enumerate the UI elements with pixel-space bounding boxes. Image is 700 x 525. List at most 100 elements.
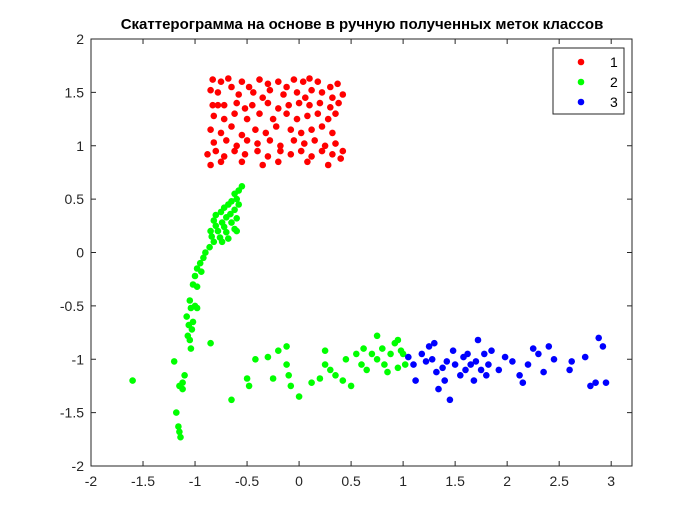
data-point: [540, 368, 547, 376]
data-point: [295, 99, 303, 107]
data-point: [324, 161, 332, 169]
legend-marker: [577, 58, 585, 66]
data-point: [477, 366, 485, 374]
data-point: [314, 110, 322, 117]
data-point: [207, 161, 214, 169]
x-axis: -2 -1.5 -1 -0.5 0 0.5 1 1.5 2 2.5 3: [85, 39, 615, 489]
data-point: [176, 428, 183, 436]
data-point: [293, 89, 301, 96]
y-tick-label: -1.5: [60, 405, 84, 421]
data-point: [311, 137, 319, 144]
data-point: [129, 377, 136, 384]
data-point: [220, 101, 228, 109]
data-point: [509, 358, 516, 365]
legend-box: [552, 47, 625, 115]
data-point: [183, 313, 190, 320]
data-point: [277, 147, 284, 155]
data-point: [241, 151, 249, 158]
legend-marker: [577, 98, 585, 106]
data-point: [269, 115, 277, 123]
data-point: [228, 219, 235, 226]
data-point: [179, 385, 186, 393]
data-point: [384, 368, 391, 376]
data-point: [238, 158, 246, 166]
data-point: [191, 272, 199, 280]
data-point: [339, 91, 347, 98]
data-point: [259, 94, 267, 101]
data-point: [209, 101, 216, 109]
data-point: [410, 361, 417, 368]
series-3: [405, 334, 610, 404]
data-point: [170, 358, 178, 365]
x-tick-label: 3: [607, 473, 615, 489]
data-point: [524, 361, 532, 368]
data-point: [264, 80, 272, 88]
data-point: [175, 423, 182, 430]
data-point: [566, 366, 573, 374]
data-point: [181, 372, 188, 379]
data-point: [204, 151, 211, 158]
data-point: [339, 147, 347, 155]
data-point: [306, 75, 313, 82]
data-point: [472, 358, 480, 365]
data-point: [210, 217, 218, 224]
data-point: [223, 137, 230, 144]
data-point: [238, 131, 246, 139]
data-point: [316, 375, 324, 382]
data-point: [516, 372, 523, 379]
data-point: [217, 208, 225, 216]
data-point: [299, 78, 307, 85]
data-point: [360, 345, 367, 352]
data-point: [501, 353, 509, 361]
data-point: [379, 345, 386, 352]
data-point: [243, 137, 251, 144]
data-point: [283, 343, 290, 350]
data-point: [238, 78, 246, 85]
chart-title: Скаттерограмма на основе в ручную получе…: [121, 16, 604, 33]
data-point: [373, 332, 381, 340]
data-point: [439, 364, 446, 372]
data-point: [177, 433, 184, 441]
data-point: [353, 350, 360, 358]
data-point: [193, 304, 201, 312]
x-tick-label: 1: [399, 473, 407, 489]
data-point: [256, 76, 263, 83]
data-point: [225, 235, 232, 242]
data-point: [287, 126, 295, 133]
data-point: [412, 377, 419, 384]
data-point: [233, 195, 240, 203]
data-point: [233, 227, 240, 235]
data-point: [217, 158, 225, 166]
data-point: [214, 227, 222, 235]
plot-area: [90, 38, 633, 467]
data-point: [308, 126, 315, 133]
data-point: [202, 249, 209, 256]
y-tick-label: -1: [72, 351, 85, 367]
data-point: [290, 137, 298, 144]
data-point: [587, 382, 594, 390]
data-point: [302, 94, 309, 101]
data-point: [196, 259, 204, 267]
series-1: [204, 75, 347, 169]
data-point: [435, 385, 442, 393]
data-point: [329, 129, 336, 137]
data-point: [464, 350, 471, 358]
data-point: [243, 375, 251, 382]
data-point: [214, 89, 222, 96]
data-point: [231, 147, 238, 155]
data-point: [301, 140, 308, 147]
data-point: [269, 375, 277, 382]
data-point: [241, 105, 249, 112]
data-point: [318, 89, 326, 96]
y-tick-label: 0: [76, 245, 84, 261]
data-point: [332, 140, 339, 147]
x-tick-label: -1: [189, 473, 202, 489]
data-point: [318, 147, 326, 155]
data-point: [223, 214, 230, 221]
data-point: [327, 83, 334, 91]
data-point: [250, 89, 257, 96]
data-point: [283, 361, 290, 368]
data-point: [592, 379, 599, 387]
data-point: [217, 129, 225, 137]
data-point: [210, 139, 218, 146]
